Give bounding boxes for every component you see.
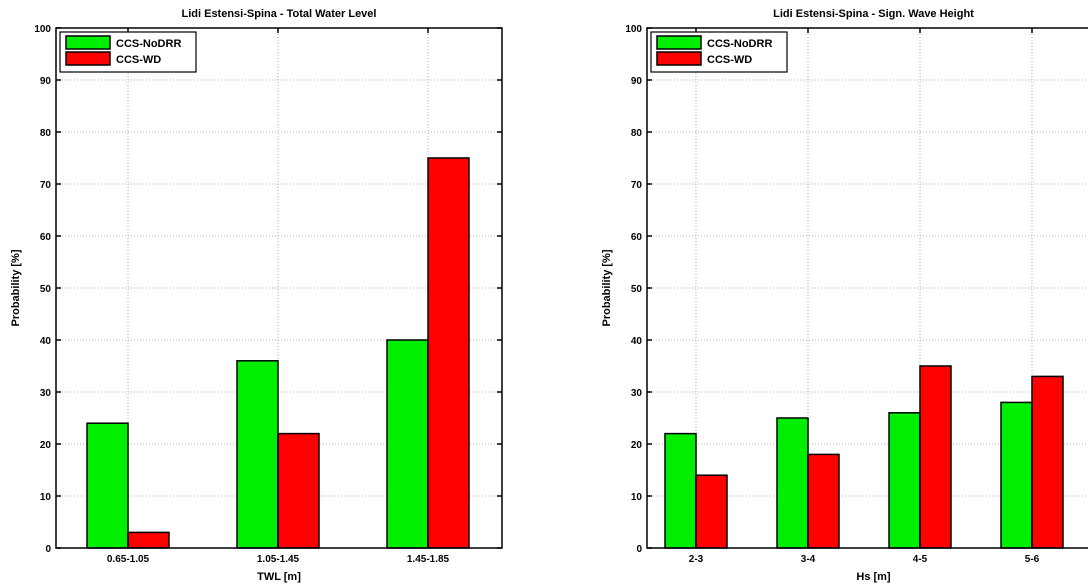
y-tick-label: 100 — [625, 24, 642, 35]
y-tick-label: 60 — [40, 232, 52, 243]
bar-ccs-nodrr — [664, 432, 697, 549]
y-tick-label: 0 — [45, 544, 51, 555]
y-tick-label: 20 — [40, 440, 52, 451]
bar-ccs-wd — [127, 531, 170, 549]
x-axis-label: TWL [m] — [257, 571, 301, 583]
bar-ccs-nodrr — [86, 422, 129, 549]
y-tick-label: 0 — [636, 544, 642, 555]
y-tick-label: 50 — [40, 284, 52, 295]
y-tick-label: 50 — [631, 284, 643, 295]
y-tick-label: 80 — [631, 128, 643, 139]
x-tick-label: 1.45-1.85 — [407, 554, 450, 565]
y-tick-label: 100 — [34, 24, 51, 35]
x-tick-label: 4-5 — [913, 554, 928, 565]
y-tick-label: 30 — [40, 388, 52, 399]
bar-ccs-wd — [1031, 375, 1064, 549]
y-tick-label: 10 — [40, 492, 52, 503]
bar-ccs-nodrr — [776, 417, 809, 549]
y-tick-label: 10 — [631, 492, 643, 503]
legend-swatch-ccs-nodrr — [656, 35, 702, 50]
bar-ccs-nodrr — [888, 412, 921, 549]
x-tick-label: 2-3 — [689, 554, 704, 565]
legend-swatch-ccs-wd — [65, 51, 111, 66]
y-tick-label: 60 — [631, 232, 643, 243]
y-tick-label: 80 — [40, 128, 52, 139]
y-tick-label: 40 — [40, 336, 52, 347]
bar-ccs-nodrr — [386, 339, 429, 549]
x-tick-label: 3-4 — [801, 554, 816, 565]
chart-title: Lidi Estensi-Spina - Sign. Wave Height — [773, 8, 974, 20]
legend-label-ccs-nodrr: CCS-NoDRR — [116, 38, 181, 50]
y-tick-label: 30 — [631, 388, 643, 399]
bar-ccs-wd — [919, 365, 952, 549]
y-axis-label: Probability [%] — [601, 249, 613, 326]
chart-total-water-level: 0 10 20 30 40 50 60 70 80 90 100 0.65-1.05 1.05-1.45… — [10, 8, 503, 583]
y-tick-label: 40 — [631, 336, 643, 347]
chart-title: Lidi Estensi-Spina - Total Water Level — [182, 8, 377, 20]
x-tick-label: 0.65-1.05 — [107, 554, 150, 565]
y-tick-label: 90 — [40, 76, 52, 87]
bar-ccs-wd — [427, 157, 470, 549]
legend-label-ccs-wd: CCS-WD — [707, 54, 752, 66]
legend-swatch-ccs-wd — [656, 51, 702, 66]
legend-label-ccs-wd: CCS-WD — [116, 54, 161, 66]
bar-ccs-wd — [277, 432, 320, 549]
y-tick-label: 20 — [631, 440, 643, 451]
x-tick-label: 1.05-1.45 — [257, 554, 300, 565]
y-axis-label: Probability [%] — [10, 249, 22, 326]
y-tick-label: 70 — [40, 180, 52, 191]
chart-sign-wave-height: 0 10 20 30 40 50 60 70 80 90 100 2-3 3-4 4-5 5-6 Lidi E… — [601, 8, 1088, 583]
legend-swatch-ccs-nodrr — [65, 35, 111, 50]
y-tick-label: 70 — [631, 180, 643, 191]
x-axis-label: Hs [m] — [856, 571, 891, 583]
legend-label-ccs-nodrr: CCS-NoDRR — [707, 38, 772, 50]
bar-ccs-wd — [695, 474, 728, 549]
x-tick-label: 5-6 — [1025, 554, 1040, 565]
bar-ccs-wd — [807, 453, 840, 549]
y-tick-label: 90 — [631, 76, 643, 87]
bar-ccs-nodrr — [236, 360, 279, 549]
bar-ccs-nodrr — [1000, 401, 1033, 549]
